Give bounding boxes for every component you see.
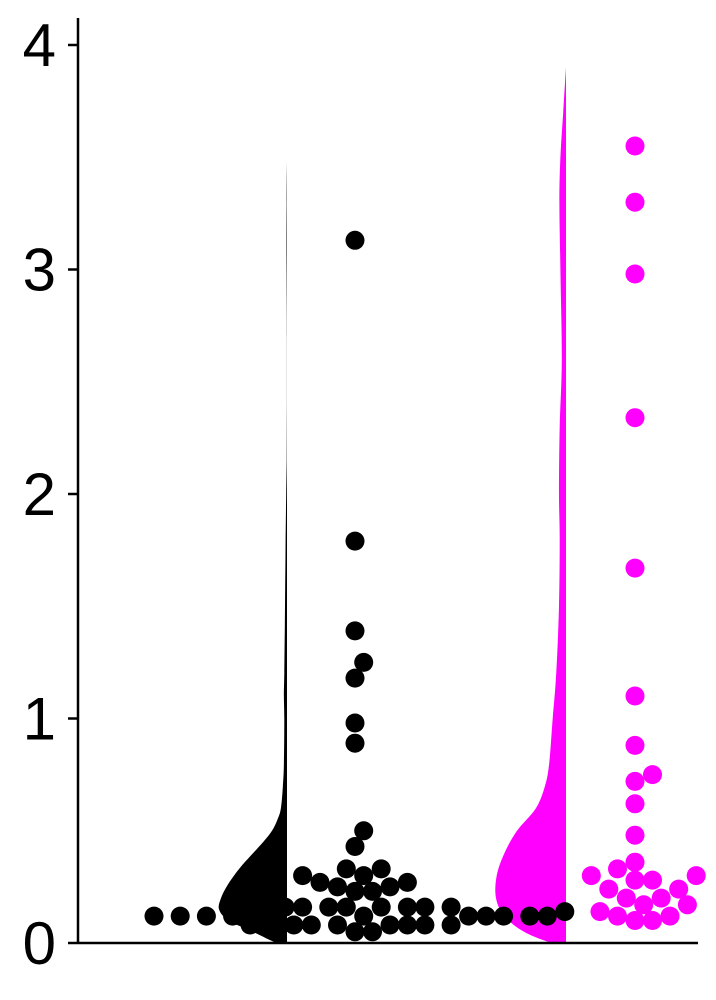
- swarm-point-series-1: [380, 877, 400, 897]
- swarm-point-series-2: [616, 888, 636, 908]
- swarm-point-series-1: [328, 915, 347, 935]
- swarm-point-series-1: [441, 915, 461, 935]
- swarm-point-series-1: [196, 906, 216, 926]
- swarm-point-series-1: [345, 621, 365, 641]
- swarm-point-series-1: [354, 652, 374, 672]
- swarm-point-series-2: [625, 852, 645, 872]
- swarm-point-series-1: [354, 866, 374, 886]
- swarm-point-series-1: [319, 897, 339, 917]
- swarm-point-series-2: [625, 686, 645, 706]
- swarm-point-series-1: [380, 915, 400, 935]
- swarm-point-series-2: [590, 902, 610, 922]
- swarm-point-series-1: [415, 915, 435, 935]
- swarm-dots-layer: [144, 136, 706, 942]
- swarm-point-series-1: [144, 906, 164, 926]
- swarm-point-series-1: [520, 906, 540, 926]
- swarm-point-series-2: [581, 866, 601, 886]
- swarm-point-series-2: [625, 794, 645, 814]
- swarm-point-series-2: [651, 888, 671, 908]
- swarm-point-series-2: [625, 558, 645, 578]
- swarm-point-series-1: [397, 897, 417, 917]
- swarm-point-series-1: [336, 897, 356, 917]
- swarm-point-series-1: [371, 859, 391, 879]
- swarm-point-series-1: [301, 915, 321, 935]
- swarm-point-series-2: [625, 870, 645, 890]
- swarm-point-series-1: [240, 915, 260, 935]
- swarm-point-series-1: [345, 881, 365, 901]
- swarm-point-series-1: [476, 906, 496, 926]
- swarm-point-series-1: [397, 915, 417, 935]
- swarm-point-series-1: [345, 531, 365, 551]
- swarm-point-series-2: [625, 771, 645, 791]
- swarm-point-series-2: [643, 765, 662, 785]
- swarm-point-series-1: [293, 866, 313, 886]
- swarm-point-series-1: [397, 872, 417, 892]
- swarm-point-series-2: [686, 866, 706, 886]
- swarm-point-series-1: [328, 877, 347, 897]
- swarm-point-series-1: [459, 906, 479, 926]
- y-tick-label: 4: [23, 12, 56, 79]
- y-tick-label: 2: [23, 461, 56, 528]
- swarm-point-series-2: [625, 192, 645, 212]
- swarm-point-series-1: [363, 881, 382, 901]
- swarm-point-series-1: [354, 906, 374, 926]
- swarm-point-series-1: [537, 906, 557, 926]
- swarm-point-series-2: [625, 825, 645, 845]
- swarm-point-series-1: [345, 837, 365, 856]
- swarm-point-series-2: [625, 136, 645, 156]
- swarm-point-series-1: [345, 230, 365, 250]
- swarm-point-series-2: [643, 870, 662, 890]
- y-tick-label: 3: [23, 237, 56, 304]
- swarm-point-series-2: [660, 906, 680, 926]
- swarm-point-series-1: [293, 897, 313, 917]
- swarm-point-series-1: [310, 872, 330, 892]
- swarm-point-series-2: [625, 264, 645, 284]
- half-violin-2: [495, 67, 566, 944]
- swarm-point-series-1: [336, 859, 356, 879]
- swarm-point-series-1: [354, 821, 374, 841]
- swarm-point-series-1: [371, 897, 391, 917]
- swarm-point-series-1: [494, 906, 514, 926]
- swarm-point-series-2: [608, 859, 627, 879]
- swarm-point-series-1: [363, 922, 382, 942]
- swarm-point-series-2: [643, 911, 662, 930]
- swarm-point-series-2: [625, 911, 645, 930]
- swarm-point-series-1: [415, 897, 435, 917]
- swarm-point-series-1: [345, 713, 365, 733]
- swarm-point-series-1: [275, 897, 295, 917]
- y-ticks-layer: 0 1 2 3 4: [23, 12, 78, 977]
- swarm-point-series-2: [634, 895, 654, 915]
- swarm-point-series-2: [608, 906, 627, 926]
- swarm-point-series-1: [170, 906, 190, 926]
- swarm-point-series-2: [625, 735, 645, 755]
- swarm-point-series-1: [345, 733, 365, 753]
- swarm-point-series-2: [625, 408, 645, 428]
- y-tick-label: 0: [23, 910, 56, 977]
- swarm-point-series-2: [677, 895, 697, 915]
- swarm-point-series-1: [223, 906, 243, 926]
- swarm-point-series-1: [284, 915, 304, 935]
- y-tick-label: 1: [23, 686, 56, 753]
- swarm-point-series-2: [599, 879, 619, 899]
- swarm-point-series-1: [258, 915, 278, 935]
- half-violin-1: [218, 161, 287, 944]
- swarm-point-series-1: [345, 668, 365, 688]
- violins-layer: [218, 67, 566, 944]
- swarm-point-series-1: [249, 897, 269, 917]
- swarm-point-series-1: [345, 922, 365, 942]
- swarm-point-series-1: [555, 902, 575, 922]
- swarm-point-series-1: [441, 897, 461, 917]
- swarm-point-series-2: [669, 879, 689, 899]
